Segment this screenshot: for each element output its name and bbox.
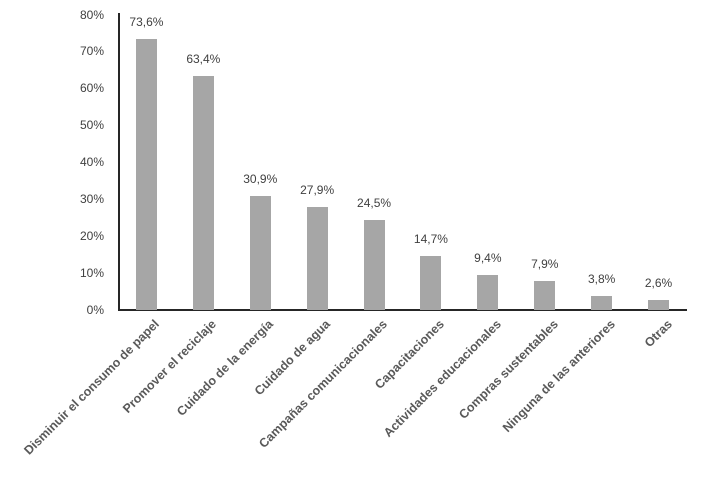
y-axis-tick-label: 10% bbox=[79, 265, 104, 280]
bar bbox=[420, 255, 442, 310]
y-axis-tick-label: 30% bbox=[79, 191, 104, 206]
bar bbox=[477, 275, 499, 310]
bar-value-label: 27,9% bbox=[300, 183, 335, 198]
bar bbox=[192, 76, 214, 310]
y-axis-tick-label: 70% bbox=[79, 44, 104, 59]
y-axis-tick-label: 0% bbox=[86, 302, 104, 317]
bar bbox=[135, 38, 157, 310]
bar bbox=[363, 219, 385, 310]
bar-value-label: 63,4% bbox=[186, 52, 221, 67]
y-axis-tick-label: 20% bbox=[79, 228, 104, 243]
bar bbox=[591, 295, 613, 310]
bar-value-label: 30,9% bbox=[243, 172, 278, 187]
bar-value-label: 7,9% bbox=[531, 256, 559, 271]
bar-value-label: 9,4% bbox=[474, 251, 502, 266]
y-axis-tick-label: 80% bbox=[79, 7, 104, 22]
bar bbox=[306, 207, 328, 310]
bar-value-label: 3,8% bbox=[587, 271, 616, 286]
bar bbox=[534, 280, 556, 310]
bar-value-label: 24,5% bbox=[357, 195, 392, 210]
y-axis-tick-label: 40% bbox=[79, 155, 104, 169]
x-axis-line bbox=[118, 309, 687, 311]
y-axis-tick-label: 50% bbox=[79, 118, 104, 133]
y-axis-tick-label: 60% bbox=[79, 81, 104, 96]
bar-value-label: 73,6% bbox=[129, 14, 164, 29]
bar bbox=[648, 300, 670, 310]
bar-value-label: 2,6% bbox=[644, 276, 673, 291]
bar bbox=[249, 196, 271, 310]
y-axis-line bbox=[118, 13, 120, 311]
bar-value-label: 14,7% bbox=[413, 231, 448, 246]
